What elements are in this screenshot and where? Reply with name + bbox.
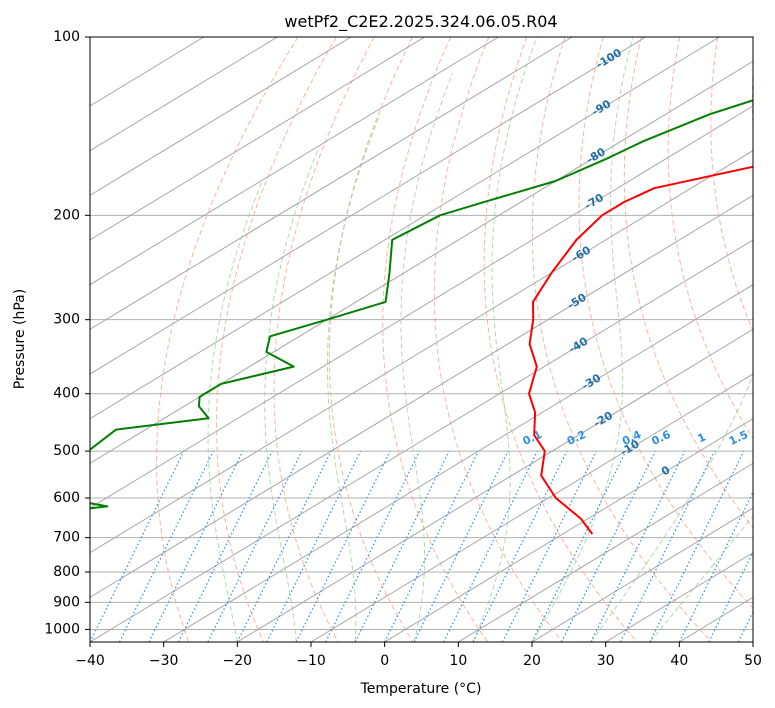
mixing-ratio-line	[649, 450, 745, 642]
isotherm-line	[237, 328, 753, 642]
x-tick-label: 10	[449, 653, 467, 669]
x-tick-label: −30	[149, 653, 179, 669]
isotherm-line	[90, 37, 720, 420]
isotherm-line	[310, 373, 753, 642]
y-tick-label: 400	[53, 386, 80, 402]
chart-title: wetPf2_C2E2.2025.324.06.05.R04	[284, 12, 557, 32]
y-tick-label: 300	[53, 312, 80, 328]
mixing-ratio-line	[207, 450, 303, 642]
mixing-ratio-line	[590, 450, 686, 642]
profile-series	[90, 99, 753, 535]
dry-adiabat-line	[382, 37, 489, 642]
dry-adiabat-line	[667, 37, 753, 440]
isotherm-line	[90, 37, 352, 196]
mixing-ratio-line	[295, 450, 391, 642]
x-tick-label: −40	[75, 653, 105, 669]
dry-adiabat-line	[273, 37, 375, 642]
isotherm-line	[90, 37, 278, 152]
moist-adiabat-line	[264, 149, 319, 642]
dry-adiabat-line	[531, 37, 713, 642]
isotherm-line	[90, 37, 646, 375]
isotherm-line	[531, 507, 753, 642]
isotherm-line	[90, 105, 753, 509]
plot-frame	[89, 36, 754, 643]
isotherm-line	[163, 284, 753, 642]
mixing-ratio-line	[531, 450, 627, 642]
isotherm-line	[90, 60, 753, 464]
mixing-ratio-line	[236, 450, 332, 642]
isotherm-line	[90, 37, 499, 286]
mixing-ratio-line	[90, 450, 185, 642]
mixing-ratio-line	[560, 450, 656, 642]
dewpoint-profile-line	[90, 99, 753, 510]
isotherm-line	[90, 239, 753, 642]
x-tick-label: 0	[380, 653, 389, 669]
mixing-ratio-line	[325, 450, 421, 642]
y-tick-label: 500	[53, 443, 80, 459]
x-tick-label: −10	[296, 653, 326, 669]
x-tick-label: −20	[223, 653, 253, 669]
x-tick-label: 40	[670, 653, 688, 669]
dry-adiabat-line	[216, 37, 337, 642]
y-tick-label: 200	[53, 207, 80, 223]
mixing-ratio-line	[177, 450, 273, 642]
background-lines	[90, 37, 753, 642]
x-tick-label: 20	[523, 653, 541, 669]
x-axis-label: Temperature (°C)	[360, 681, 482, 697]
isotherm-line	[458, 462, 753, 642]
isotherm-line	[384, 418, 753, 642]
moist-adiabat-line	[400, 72, 454, 642]
mixing-ratio-line	[118, 450, 214, 642]
y-tick-label: 100	[53, 29, 80, 45]
dry-adiabat-line	[156, 37, 299, 642]
x-tick-label: 30	[597, 653, 615, 669]
mixing-ratio-line	[443, 450, 538, 642]
isotherm-line	[90, 37, 573, 330]
y-tick-label: 600	[53, 490, 80, 506]
mixing-ratio-line	[148, 450, 244, 642]
isotherm-line	[90, 37, 425, 241]
dry-adiabat-line	[623, 37, 753, 529]
dry-adiabat-line	[483, 37, 638, 642]
dry-adiabat-line	[433, 37, 563, 642]
mixing-ratio-line	[384, 450, 480, 642]
moist-adiabat-line	[327, 114, 381, 642]
mixing-ratio-line	[266, 450, 362, 642]
temperature-profile-line	[528, 165, 753, 535]
moist-adiabat-line	[472, 37, 538, 642]
mixing-ratio-line	[619, 450, 715, 642]
isotherm-line	[90, 150, 753, 554]
moist-adiabat-line	[207, 180, 263, 642]
y-axis-label: Pressure (hPa)	[12, 289, 28, 389]
mixing-ratio-line	[472, 450, 568, 642]
mixing-ratio-line	[413, 450, 509, 642]
y-tick-label: 1000	[44, 621, 80, 637]
dry-adiabat-line	[328, 37, 414, 642]
y-tick-label: 700	[53, 530, 80, 546]
y-tick-label: 900	[53, 594, 80, 610]
mixing-ratio-line	[501, 450, 597, 642]
dry-adiabat-line	[578, 37, 753, 609]
moist-adiabat-line	[531, 37, 634, 642]
axis-ticks: −40 −30 −20 −10 0 10 20 30 40 50 100 200 300 400 500 60…	[44, 29, 762, 669]
y-tick-label: 800	[53, 564, 80, 580]
x-tick-label: 50	[744, 653, 762, 669]
isotherm-line	[90, 194, 753, 598]
mixing-ratio-line	[354, 450, 450, 642]
